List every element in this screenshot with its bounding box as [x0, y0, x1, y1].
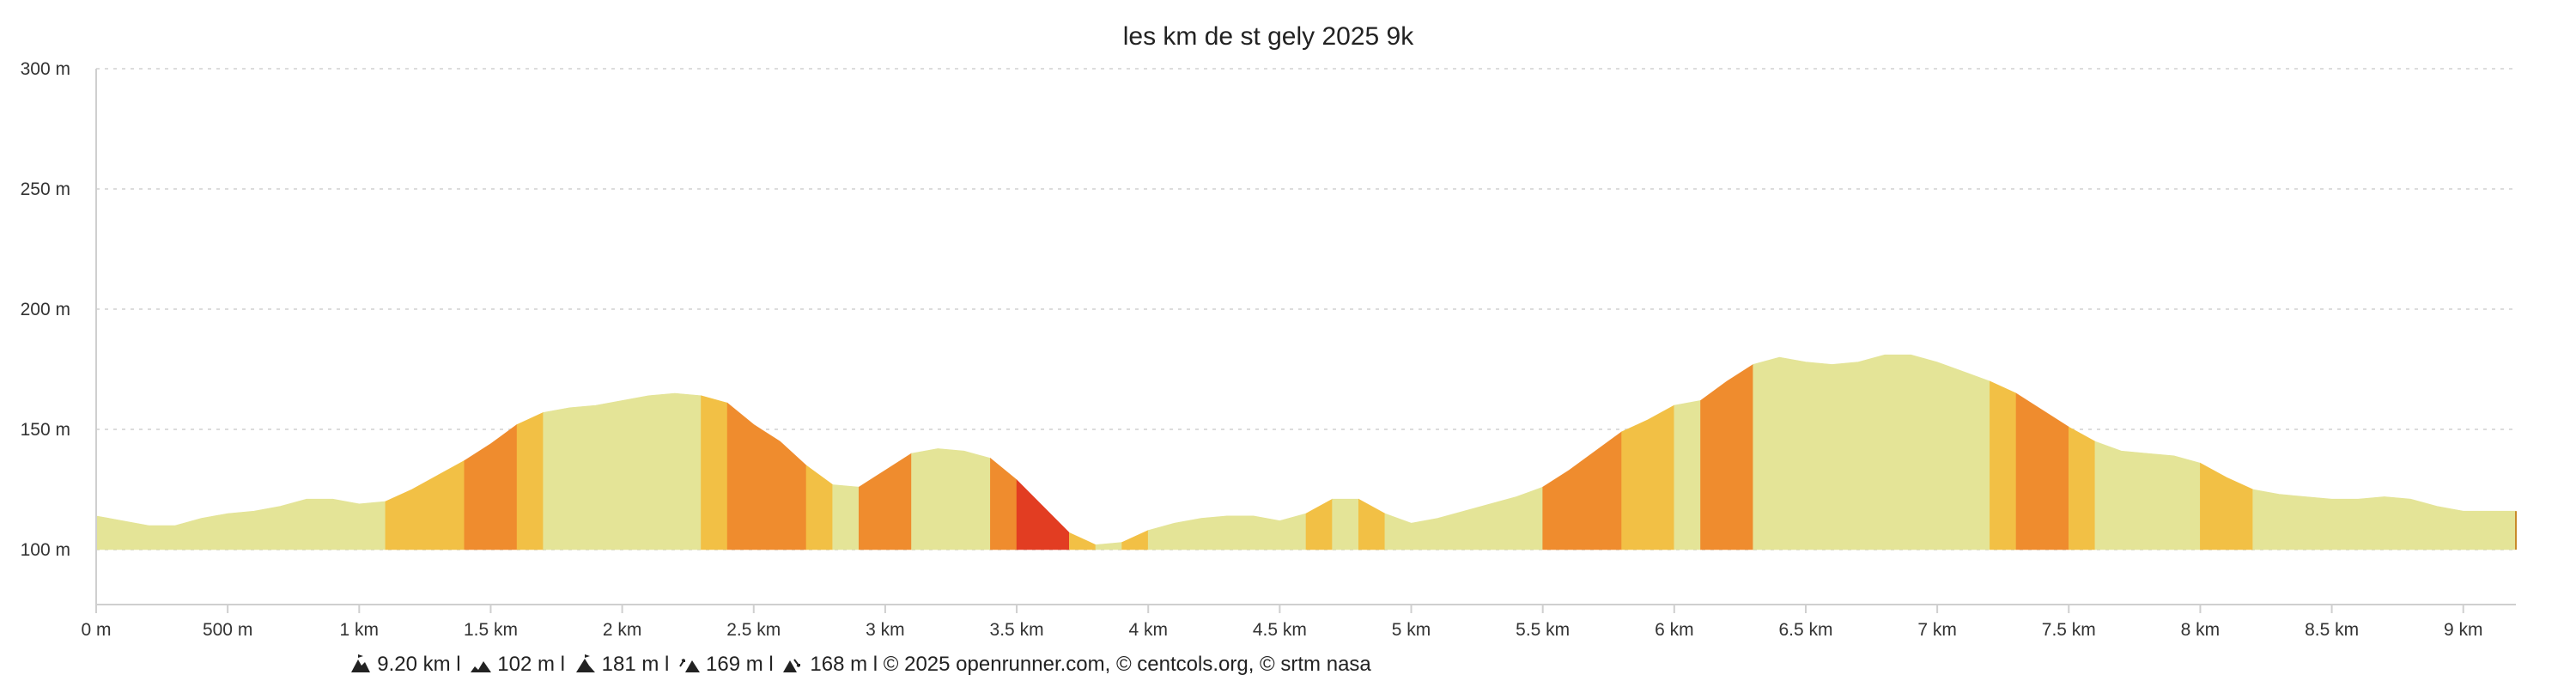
- elevation-segment-gentle: [1990, 380, 2017, 550]
- stat-max-altitude: 181 m l: [601, 653, 670, 676]
- x-tick-label: 5 km: [1392, 620, 1431, 640]
- y-tick-label: 200 m: [21, 300, 70, 319]
- x-tick-label: 6.5 km: [1778, 620, 1832, 640]
- x-tick-label: 1.5 km: [464, 620, 518, 640]
- x-tick-label: 1 km: [340, 620, 380, 640]
- elevation-segment-gentle: [1621, 404, 1675, 550]
- stat-elevation-loss: 168 m l © 2025 openrunner.com, © centcol…: [810, 653, 1371, 676]
- elevation-segment-flat: [95, 498, 386, 550]
- min-altitude-icon: [470, 654, 492, 673]
- y-tick-label: 300 m: [21, 59, 70, 79]
- elevation-segment-moderate: [990, 457, 1018, 550]
- elevation-segment-flat: [1384, 486, 1543, 550]
- x-tick-label: 7 km: [1917, 620, 1957, 640]
- axes: [95, 69, 2517, 605]
- y-tick-label: 100 m: [21, 540, 70, 560]
- x-tick-label: 8.5 km: [2305, 620, 2359, 640]
- x-tick-label: 8 km: [2181, 620, 2221, 640]
- elevation-segment-moderate: [859, 453, 912, 550]
- stat-min-altitude: 102 m l: [497, 653, 565, 676]
- stat-elevation-gain: 169 m l: [706, 653, 774, 676]
- elevation-segment-flat: [2094, 441, 2201, 550]
- elevation-segment-moderate: [1542, 431, 1622, 550]
- elevation-segment-gentle: [1358, 498, 1386, 550]
- elevation-segment-flat: [1147, 513, 1307, 550]
- elevation-segment-moderate: [1700, 363, 1753, 550]
- elevation-segment-flat: [2252, 489, 2517, 550]
- elevation-segment-moderate: [464, 423, 518, 550]
- x-tick-label: 2 km: [603, 620, 642, 640]
- y-tick-label: 150 m: [21, 420, 70, 440]
- chart-title: les km de st gely 2025 9k: [1123, 22, 1415, 51]
- elevation-segment-gentle: [1121, 530, 1149, 550]
- y-axis-ticks: 100 m 150 m 200 m 250 m 300 m: [21, 59, 70, 560]
- elevation-segment-flat: [911, 448, 991, 550]
- x-tick-label: 5.5 km: [1516, 620, 1570, 640]
- route-stats-footer: 9.20 km l 102 m l 181 m l 169 m l 168 m …: [0, 653, 1717, 677]
- max-altitude-icon: [574, 654, 597, 673]
- elevation-segment-gentle: [1069, 532, 1097, 550]
- elevation-segment-gentle: [805, 465, 833, 550]
- elevation-segment-gentle: [516, 411, 544, 550]
- elevation-segment-flat: [1753, 354, 1990, 550]
- x-tick-label: 4.5 km: [1253, 620, 1307, 640]
- x-tick-label: 3 km: [866, 620, 905, 640]
- x-axis-ticks: 0 m 500 m 1 km 1.5 km 2 km 2.5 km 3 km 3.5 km 4 …: [81, 605, 2482, 640]
- x-tick-label: 6 km: [1655, 620, 1694, 640]
- elevation-segment-flat: [832, 484, 860, 550]
- x-tick-label: 7.5 km: [2042, 620, 2096, 640]
- x-tick-label: 2.5 km: [726, 620, 781, 640]
- elevation-gain-icon: [678, 654, 701, 673]
- elevation-segment-moderate: [726, 402, 807, 550]
- stat-distance: 9.20 km l: [377, 653, 461, 676]
- elevation-segment-flat: [1674, 400, 1701, 550]
- x-tick-label: 3.5 km: [990, 620, 1044, 640]
- elevation-segment-flat: [543, 392, 702, 550]
- elevation-chart: les km de st gely 2025 9k 100 m 150 m 200 …: [21, 22, 2517, 640]
- elevation-segment-flat: [1095, 542, 1122, 550]
- elevation-segment-moderate: [2015, 392, 2069, 550]
- x-tick-label: 500 m: [203, 620, 252, 640]
- distance-icon: [349, 654, 372, 673]
- elevation-segment-flat: [1332, 498, 1359, 550]
- elevation-segment-steep: [1016, 479, 1070, 550]
- x-tick-label: 9 km: [2444, 620, 2483, 640]
- y-tick-label: 250 m: [21, 179, 70, 199]
- elevation-segment-gentle: [385, 459, 465, 550]
- elevation-segment-gentle: [2200, 462, 2253, 550]
- elevation-loss-icon: [782, 654, 805, 673]
- x-tick-label: 4 km: [1128, 620, 1168, 640]
- x-tick-label: 0 m: [81, 620, 111, 640]
- elevation-segment-gentle: [701, 395, 728, 550]
- elevation-area: [95, 354, 2517, 550]
- elevation-segment-gentle: [1305, 498, 1333, 550]
- elevation-segment-gentle: [2069, 426, 2096, 550]
